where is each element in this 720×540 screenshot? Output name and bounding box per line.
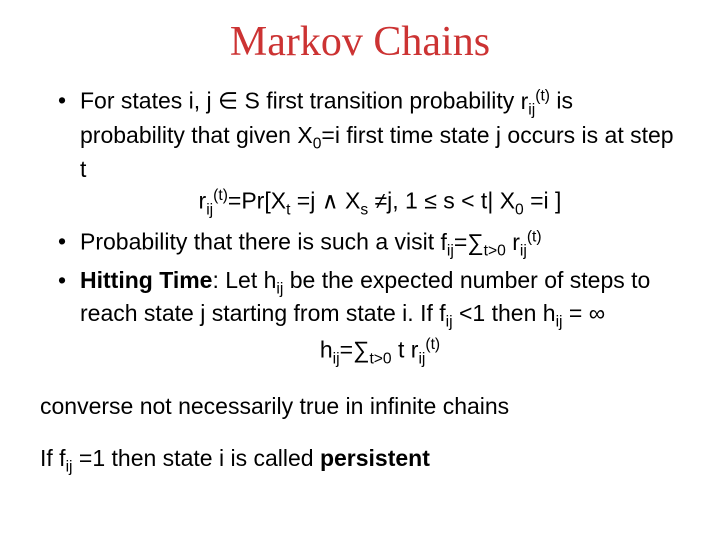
- slide-title: Markov Chains: [40, 18, 680, 66]
- paragraph: converse not necessarily true in infinit…: [40, 392, 680, 422]
- formula: hij=∑t>0 t rij(t): [80, 335, 680, 370]
- bullet-item: Probability that there is such a visit f…: [58, 227, 680, 262]
- bullet-list: For states i, j ∈ S first transition pro…: [58, 86, 680, 370]
- slide: Markov Chains For states i, j ∈ S first …: [0, 0, 720, 540]
- bullet-text: Hitting Time: Let hij be the expected nu…: [80, 267, 650, 327]
- bullet-item: Hitting Time: Let hij be the expected nu…: [58, 266, 680, 370]
- formula: rij(t)=Pr[Xt =j ∧ Xs ≠j, 1 ≤ s < t| X0 =…: [80, 186, 680, 221]
- bullet-text: For states i, j ∈ S first transition pro…: [80, 88, 674, 182]
- bullet-text: Probability that there is such a visit f…: [80, 229, 542, 255]
- paragraph: If fij =1 then state i is called persist…: [40, 444, 680, 478]
- bullet-item: For states i, j ∈ S first transition pro…: [58, 86, 680, 221]
